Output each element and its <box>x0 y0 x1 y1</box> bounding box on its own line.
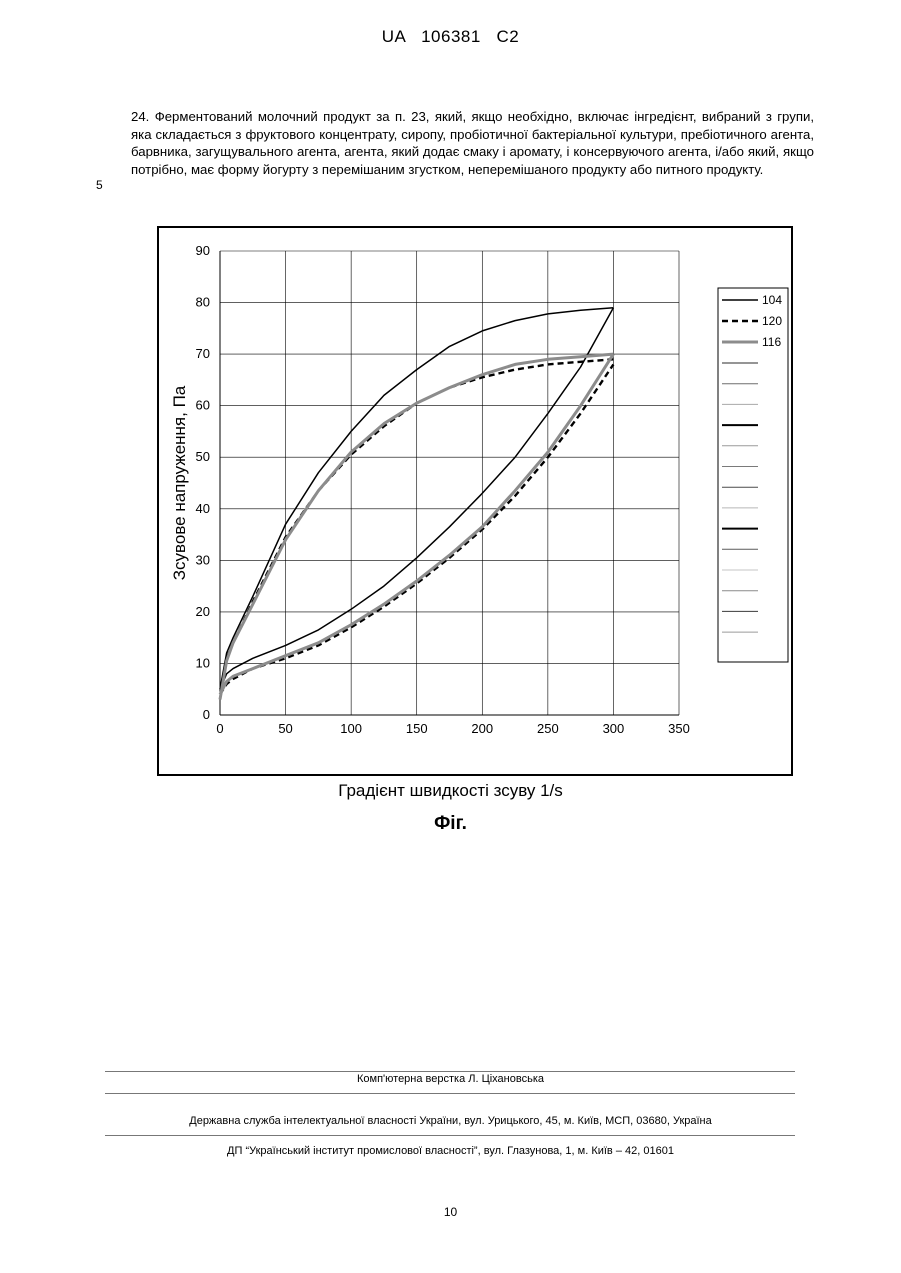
x-tick-label: 50 <box>278 721 292 736</box>
x-tick-label: 250 <box>537 721 559 736</box>
x-tick-label: 100 <box>340 721 362 736</box>
y-tick-label: 0 <box>203 707 210 722</box>
x-axis-label: Градієнт швидкості зсуву 1/s <box>0 781 901 801</box>
y-tick-label: 20 <box>196 604 210 619</box>
document-id: UA 106381 C2 <box>0 27 901 47</box>
y-tick-label: 50 <box>196 449 210 464</box>
footer-divider <box>105 1071 795 1072</box>
y-tick-label: 80 <box>196 295 210 310</box>
y-tick-label: 90 <box>196 243 210 258</box>
state-service-address: Державна служба інтелектуальної власност… <box>0 1115 901 1127</box>
y-tick-label: 30 <box>196 552 210 567</box>
y-tick-label: 10 <box>196 655 210 670</box>
x-tick-label: 300 <box>603 721 625 736</box>
claim-paragraph: 24. Ферментований молочний продукт за п.… <box>131 108 814 178</box>
legend-label-120: 120 <box>762 314 782 328</box>
page-number: 10 <box>0 1205 901 1219</box>
x-tick-label: 200 <box>471 721 493 736</box>
y-tick-label: 60 <box>196 398 210 413</box>
x-tick-label: 0 <box>216 721 223 736</box>
line-number: 5 <box>96 178 103 192</box>
shear-stress-chart: 0 10 20 30 40 50 60 70 80 90 0 50 100 150 200 250 300 350… <box>157 226 793 776</box>
y-tick-label: 70 <box>196 346 210 361</box>
figure-caption: Фіг. <box>0 813 901 835</box>
y-tick-label: 40 <box>196 501 210 516</box>
x-tick-label: 350 <box>668 721 690 736</box>
x-tick-label: 150 <box>406 721 428 736</box>
layout-credit: Комп'ютерна верстка Л. Ціхановська <box>0 1073 901 1085</box>
legend-label-104: 104 <box>762 293 782 307</box>
y-axis-label: Зсувове напруження, Па <box>170 385 189 580</box>
footer-divider <box>105 1093 795 1094</box>
institute-address: ДП “Український інститут промислової вла… <box>0 1145 901 1157</box>
footer-divider <box>105 1135 795 1136</box>
legend-label-116: 116 <box>762 335 781 349</box>
